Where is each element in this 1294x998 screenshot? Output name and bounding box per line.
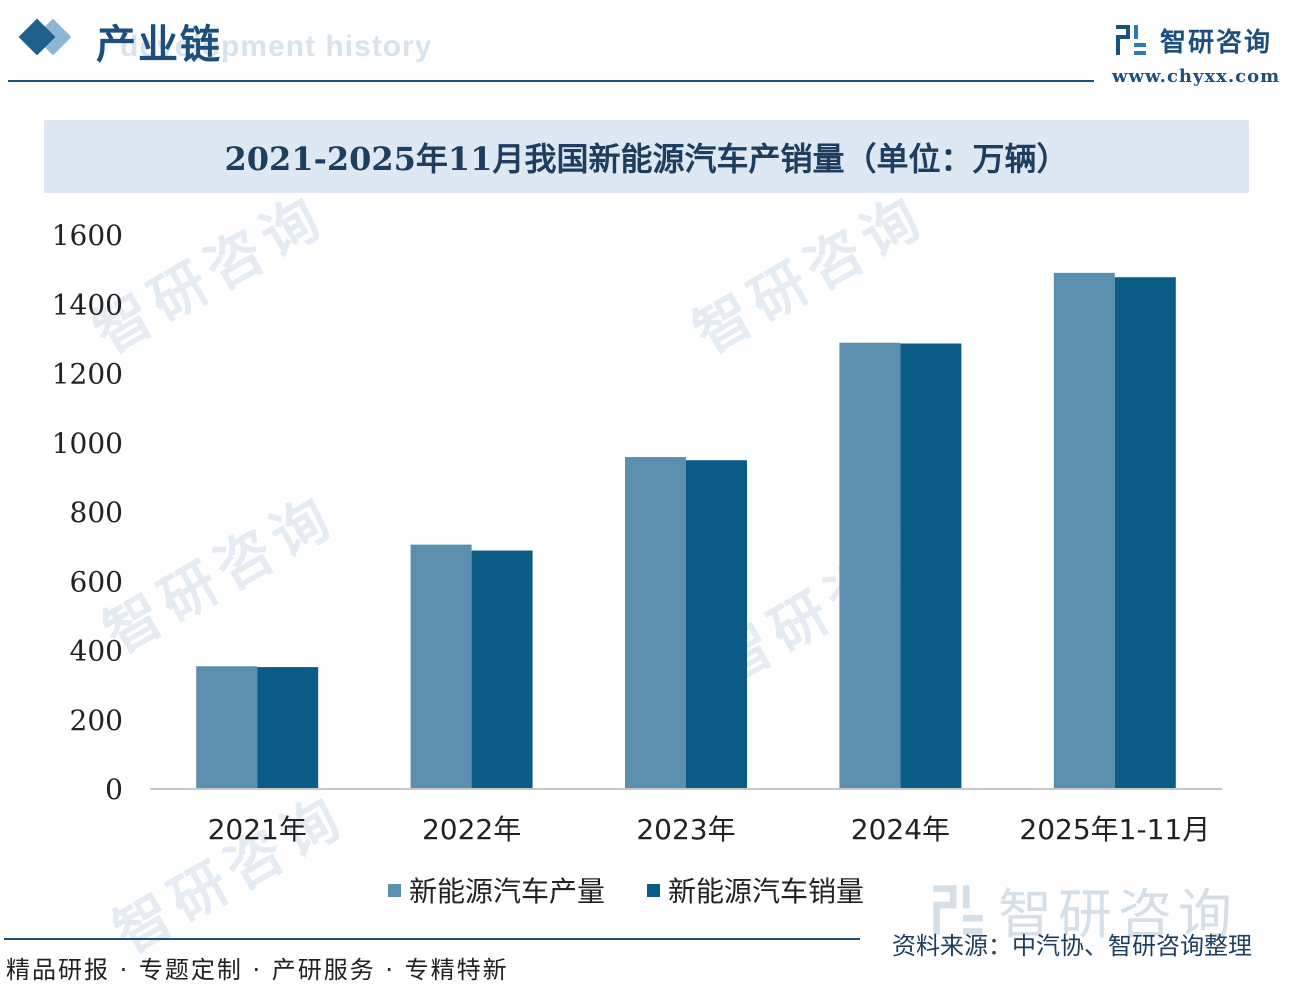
- section-subtitle: development history: [120, 30, 433, 63]
- y-tick-label: 0: [105, 773, 123, 806]
- bar-production: [839, 342, 901, 789]
- footer-divider: [4, 938, 860, 940]
- watermark-logo-icon: [933, 884, 983, 935]
- bar-sales: [686, 460, 747, 789]
- legend-item-sales: 新能源汽车销量: [647, 870, 864, 910]
- bar-sales: [257, 667, 319, 789]
- y-tick-label: 200: [70, 704, 123, 737]
- bar-production: [1053, 272, 1115, 790]
- y-tick-label: 400: [70, 635, 123, 668]
- y-tick-label: 800: [70, 496, 123, 529]
- brand: 智研咨询: [1114, 20, 1272, 60]
- x-tick-label: 2022年: [422, 813, 521, 846]
- bar-production: [410, 544, 472, 789]
- x-tick-label: 2025年1-11月: [1019, 813, 1210, 846]
- chart-legend: 新能源汽车产量 新能源汽车销量: [388, 868, 906, 912]
- section-title: 产业链: [96, 21, 222, 68]
- y-tick-label: 600: [70, 565, 123, 598]
- footer-source: 资料来源：中汽协、智研咨询整理: [892, 932, 1252, 960]
- bar-sales: [471, 550, 533, 789]
- y-tick-label: 1200: [52, 358, 123, 391]
- bar-sales: [1114, 277, 1176, 789]
- bar-sales: [900, 343, 962, 789]
- header-divider: [8, 80, 1094, 82]
- x-tick-label: 2024年: [851, 813, 950, 846]
- bar-production: [196, 666, 258, 789]
- footer-slogan: 精品研报 · 专题定制 · 产研服务 · 专精特新: [6, 956, 509, 984]
- y-tick-label: 1400: [52, 288, 123, 321]
- brand-url: www.chyxx.com: [1112, 66, 1281, 87]
- x-tick-label: 2021年: [208, 813, 307, 846]
- bar-production: [625, 457, 686, 789]
- chart-title: 2021-2025年11月我国新能源汽车产销量（单位：万辆）: [224, 139, 1069, 178]
- legend-swatch-production: [388, 883, 401, 897]
- x-tick-label: 2023年: [636, 813, 735, 846]
- chart-title-band: 2021-2025年11月我国新能源汽车产销量（单位：万辆）: [44, 120, 1249, 193]
- brand-name: 智研咨询: [1160, 27, 1273, 58]
- watermark-logo-text: 智研咨询: [998, 883, 1238, 946]
- watermark-logo: 智研咨询: [930, 870, 1238, 949]
- legend-label-sales: 新能源汽车销量: [668, 875, 865, 908]
- y-tick-label: 1000: [52, 427, 123, 460]
- y-tick-label: 1600: [52, 219, 123, 252]
- legend-swatch-sales: [647, 883, 661, 897]
- legend-item-production: 新能源汽车产量: [388, 870, 605, 910]
- legend-label-production: 新能源汽车产量: [409, 875, 606, 908]
- brand-logo-icon: [1114, 23, 1148, 57]
